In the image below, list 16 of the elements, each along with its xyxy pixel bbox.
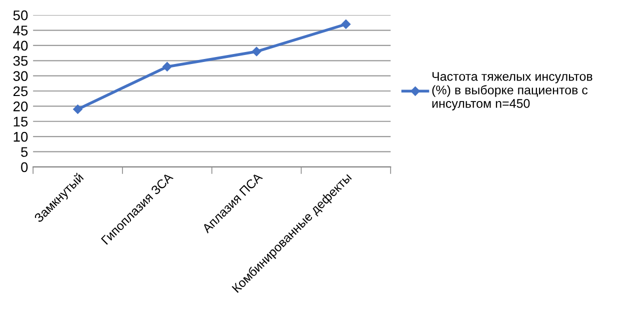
- y-tick-label: 25: [13, 86, 28, 96]
- y-tick-label: 30: [13, 71, 28, 81]
- y-tick-label: 10: [14, 132, 28, 142]
- point: [252, 46, 262, 56]
- y-tick-label: 0: [21, 162, 28, 172]
- y-tick-label: 5: [21, 147, 28, 157]
- y-tick-label: 50: [13, 10, 28, 20]
- legend-label: Частота тяжелых инсультов (%) в выборке пациентов с инсультом n=450: [432, 72, 592, 110]
- y-tick-label: 15: [14, 116, 28, 127]
- y-tick-label: 45: [13, 26, 28, 36]
- y-tick-label: 40: [13, 40, 28, 51]
- point: [341, 20, 351, 29]
- point: [73, 104, 82, 114]
- y-tick-label: 35: [13, 56, 28, 66]
- y-tick-label: 20: [13, 102, 28, 112]
- point: [162, 62, 172, 72]
